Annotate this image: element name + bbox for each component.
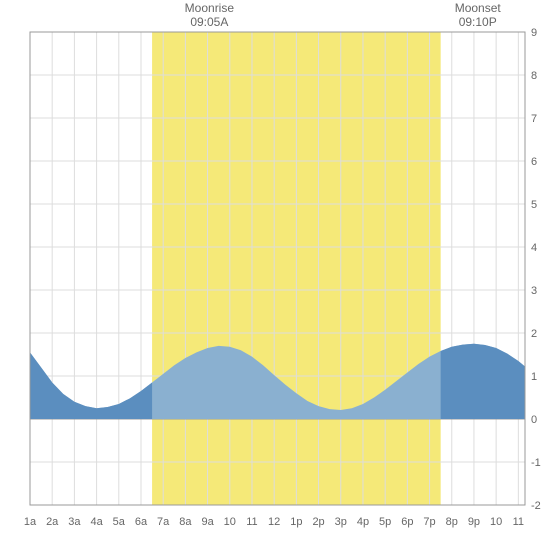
x-tick-label: 9p (468, 516, 480, 528)
x-tick-label: 7a (157, 516, 170, 528)
y-tick-label: 8 (531, 70, 537, 82)
y-tick-label: -2 (531, 500, 541, 512)
x-tick-label: 4p (357, 516, 369, 528)
x-tick-label: 12 (268, 516, 280, 528)
x-tick-label: 7p (423, 516, 435, 528)
x-tick-label: 10 (490, 516, 502, 528)
y-tick-label: 0 (531, 414, 537, 426)
x-tick-label: 1a (24, 516, 37, 528)
x-tick-label: 8a (179, 516, 192, 528)
y-tick-label: 6 (531, 156, 537, 168)
tide-area-night (30, 352, 152, 419)
y-tick-label: 9 (531, 27, 537, 39)
moonrise-label: Moonrise (185, 1, 235, 15)
y-tick-label: 3 (531, 285, 537, 297)
x-tick-label: 2p (312, 516, 324, 528)
x-tick-label: 11 (246, 516, 257, 528)
y-tick-label: 1 (531, 371, 537, 383)
tide-area-night (441, 344, 525, 419)
y-tick-label: -1 (531, 457, 541, 469)
x-tick-label: 9a (201, 516, 214, 528)
moonrise-time: 09:05A (190, 15, 228, 29)
x-tick-label: 2a (46, 516, 59, 528)
y-tick-label: 2 (531, 328, 537, 340)
x-tick-label: 1p (290, 516, 302, 528)
chart-svg: -2-101234567891a2a3a4a5a6a7a8a9a1011121p… (0, 0, 550, 550)
x-tick-label: 6a (135, 516, 148, 528)
y-tick-label: 4 (531, 242, 537, 254)
x-tick-label: 3p (335, 516, 347, 528)
x-tick-label: 11 (513, 516, 524, 528)
moonset-time: 09:10P (459, 15, 497, 29)
x-tick-label: 10 (224, 516, 236, 528)
x-tick-label: 6p (401, 516, 413, 528)
y-tick-label: 7 (531, 113, 537, 125)
x-tick-label: 4a (90, 516, 103, 528)
x-tick-label: 5a (113, 516, 126, 528)
x-tick-label: 5p (379, 516, 391, 528)
x-tick-label: 3a (68, 516, 81, 528)
tide-chart: -2-101234567891a2a3a4a5a6a7a8a9a1011121p… (0, 0, 550, 550)
x-tick-label: 8p (446, 516, 458, 528)
moonset-label: Moonset (455, 1, 502, 15)
y-tick-label: 5 (531, 199, 537, 211)
